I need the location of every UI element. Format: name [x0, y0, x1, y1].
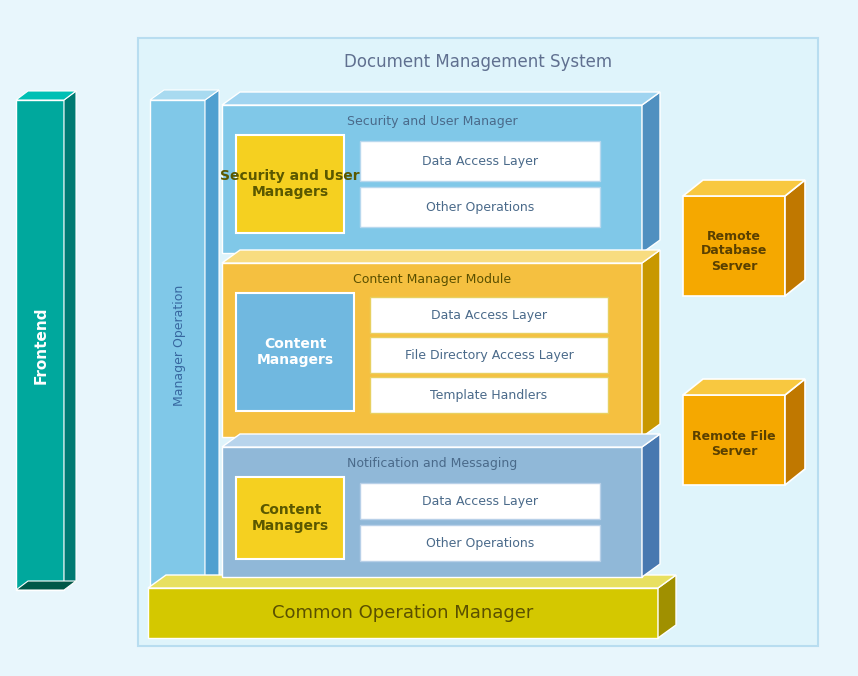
- Polygon shape: [642, 434, 660, 577]
- Polygon shape: [222, 250, 660, 263]
- Bar: [148, 588, 658, 638]
- Text: Content
Managers: Content Managers: [257, 337, 334, 367]
- Text: Content
Managers: Content Managers: [251, 503, 329, 533]
- Bar: [370, 337, 608, 373]
- Polygon shape: [16, 581, 76, 590]
- Polygon shape: [222, 92, 660, 105]
- Polygon shape: [16, 91, 76, 100]
- Bar: [16, 100, 64, 590]
- Bar: [150, 100, 205, 590]
- Text: Document Management System: Document Management System: [344, 53, 612, 71]
- Polygon shape: [683, 180, 805, 196]
- Polygon shape: [785, 379, 805, 485]
- Bar: [683, 196, 785, 296]
- Polygon shape: [205, 90, 219, 590]
- Polygon shape: [642, 92, 660, 253]
- Text: File Directory Access Layer: File Directory Access Layer: [405, 349, 573, 362]
- Polygon shape: [64, 91, 76, 590]
- Bar: [683, 395, 785, 485]
- Bar: [370, 377, 608, 413]
- Text: Remote File
Server: Remote File Server: [692, 430, 776, 458]
- Bar: [360, 141, 600, 181]
- Polygon shape: [683, 379, 805, 395]
- Text: Remote
Database
Server: Remote Database Server: [701, 229, 767, 272]
- Text: Manager Operation: Manager Operation: [173, 285, 186, 406]
- Bar: [236, 477, 344, 559]
- Text: Data Access Layer: Data Access Layer: [422, 155, 538, 168]
- Text: Other Operations: Other Operations: [426, 537, 535, 550]
- Bar: [138, 38, 818, 646]
- Polygon shape: [150, 90, 219, 100]
- Text: Notification and Messaging: Notification and Messaging: [347, 456, 517, 470]
- Text: Security and User Manager: Security and User Manager: [347, 114, 517, 128]
- Bar: [236, 293, 354, 411]
- Text: Common Operation Manager: Common Operation Manager: [272, 604, 534, 622]
- Bar: [360, 525, 600, 561]
- Bar: [236, 135, 344, 233]
- Bar: [222, 263, 642, 437]
- Text: Data Access Layer: Data Access Layer: [422, 495, 538, 508]
- Bar: [222, 105, 642, 253]
- Polygon shape: [785, 180, 805, 296]
- Text: Other Operations: Other Operations: [426, 201, 535, 214]
- Polygon shape: [658, 575, 676, 638]
- Text: Data Access Layer: Data Access Layer: [431, 308, 547, 322]
- Text: Content Manager Module: Content Manager Module: [353, 272, 511, 285]
- Text: Template Handlers: Template Handlers: [431, 389, 547, 402]
- Polygon shape: [148, 575, 676, 588]
- Polygon shape: [150, 580, 219, 590]
- Polygon shape: [222, 434, 660, 447]
- Bar: [222, 447, 642, 577]
- Bar: [360, 483, 600, 519]
- Text: Security and User
Managers: Security and User Managers: [221, 169, 360, 199]
- Text: Frontend: Frontend: [33, 306, 49, 384]
- Bar: [370, 297, 608, 333]
- Polygon shape: [642, 250, 660, 437]
- Bar: [360, 187, 600, 227]
